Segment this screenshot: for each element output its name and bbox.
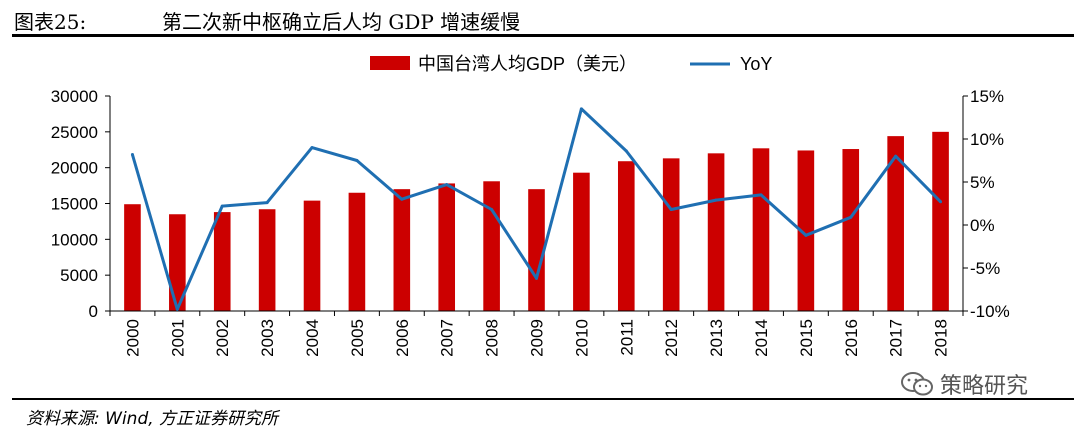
legend-bar-label: 中国台湾人均GDP（美元） <box>418 54 637 74</box>
y-left-tick-label: 30000 <box>51 87 98 106</box>
x-tick-label: 2010 <box>572 319 591 357</box>
y-left-tick-label: 10000 <box>51 230 98 249</box>
legend-line-label: YoY <box>740 54 772 74</box>
yoy-point-2000 <box>130 152 134 156</box>
bar-2015 <box>797 150 815 311</box>
bar-2007 <box>438 183 456 311</box>
yoy-point-2018 <box>939 200 943 204</box>
x-tick-label: 2009 <box>528 319 547 357</box>
header-divider <box>12 34 1074 37</box>
x-tick-label: 2015 <box>797 319 816 357</box>
bar-2003 <box>258 209 276 311</box>
x-tick-label: 2018 <box>932 319 951 357</box>
yoy-point-2004 <box>310 146 314 150</box>
x-tick-label: 2011 <box>617 319 636 356</box>
bar-2010 <box>573 172 590 311</box>
x-tick-label: 2008 <box>483 319 502 357</box>
y-left-tick-label: 5000 <box>60 266 98 285</box>
bar-2009 <box>528 189 545 311</box>
y-left-tick-label: 15000 <box>51 195 98 214</box>
yoy-point-2010 <box>579 107 583 111</box>
x-tick-label: 2016 <box>842 319 861 357</box>
y-right-tick-label: 15% <box>970 87 1004 106</box>
x-tick-label: 2012 <box>662 319 681 357</box>
y-right-tick-label: -5% <box>970 259 1000 278</box>
x-tick-label: 2000 <box>123 319 142 357</box>
x-tick-label: 2013 <box>707 319 726 357</box>
y-right-tick-label: 5% <box>970 173 995 192</box>
yoy-point-2015 <box>804 233 808 237</box>
yoy-point-2009 <box>535 276 538 280</box>
yoy-point-2008 <box>490 208 494 212</box>
x-tick-label: 2005 <box>348 319 367 357</box>
x-tick-label: 2004 <box>303 319 322 357</box>
bar-2001 <box>169 214 186 311</box>
bar-2002 <box>213 212 231 311</box>
x-tick-label: 2001 <box>168 319 187 357</box>
yoy-point-2017 <box>894 154 898 158</box>
y-left-tick-label: 0 <box>89 302 98 321</box>
yoy-point-2007 <box>445 183 449 187</box>
bar-2012 <box>662 158 680 311</box>
yoy-point-2001 <box>175 307 179 311</box>
yoy-point-2005 <box>355 159 359 162</box>
yoy-point-2003 <box>265 201 269 205</box>
bar-2018 <box>932 131 949 311</box>
bar-2016 <box>842 149 860 311</box>
yoy-point-2016 <box>849 215 853 219</box>
bar-2005 <box>348 192 366 311</box>
bar-2014 <box>752 148 770 311</box>
y-left-tick-label: 25000 <box>51 123 98 142</box>
watermark-text: 策略研究 <box>940 374 1029 399</box>
yoy-point-2006 <box>400 197 404 201</box>
y-right-tick-label: 10% <box>970 130 1004 149</box>
figure-title: 第二次新中枢确立后人均 GDP 增速缓慢 <box>162 10 521 34</box>
x-tick-label: 2014 <box>752 319 771 357</box>
x-tick-label: 2006 <box>393 319 412 357</box>
yoy-point-2002 <box>220 204 224 208</box>
x-tick-label: 2003 <box>258 319 277 357</box>
source-note: 资料来源: Wind, 方正证券研究所 <box>26 409 279 429</box>
y-left-tick-label: 20000 <box>51 159 98 178</box>
bar-2017 <box>887 136 904 311</box>
yoy-point-2013 <box>714 198 718 202</box>
watermark: 策略研究 <box>900 368 1028 400</box>
bar-2000 <box>124 204 141 311</box>
x-tick-label: 2017 <box>887 319 906 357</box>
yoy-point-2014 <box>759 193 763 197</box>
figure-header: 图表25: 第二次新中枢确立后人均 GDP 增速缓慢 <box>0 0 1080 34</box>
yoy-point-2011 <box>624 149 628 153</box>
footer-divider <box>12 398 1074 400</box>
bar-2006 <box>393 189 411 311</box>
wechat-icon <box>901 372 933 396</box>
y-right-tick-label: -10% <box>970 302 1010 321</box>
bar-2011 <box>617 161 635 311</box>
x-tick-label: 2002 <box>213 319 232 357</box>
bar-2008 <box>483 181 500 311</box>
bar-2004 <box>303 200 321 311</box>
yoy-point-2012 <box>669 208 673 212</box>
y-right-tick-label: 0% <box>970 216 995 235</box>
x-tick-label: 2007 <box>438 319 457 357</box>
chart: 0 5000 10000 15000 20000 25000 30000 -10% -5% 0% 5… <box>51 54 1010 357</box>
figure-label: 图表25: <box>14 10 87 34</box>
bar-2013 <box>707 153 725 311</box>
legend-bar-swatch <box>370 56 410 70</box>
